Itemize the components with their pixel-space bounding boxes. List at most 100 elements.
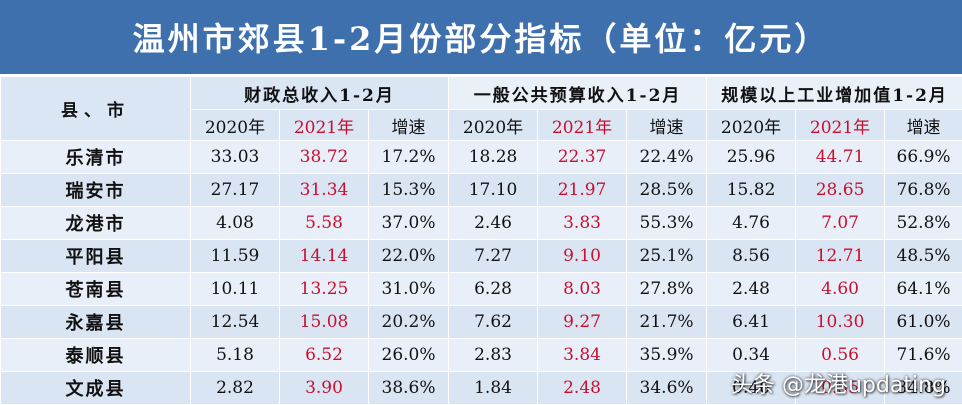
table-cell: 76.8% <box>884 173 962 207</box>
table-cell: 66.9% <box>884 140 962 174</box>
sub-header-2021: 2021年 <box>279 109 369 141</box>
table-cell: 37.0% <box>367 206 450 240</box>
table-cell: 1.84 <box>448 371 539 405</box>
sub-header-2021: 2021年 <box>795 109 886 141</box>
table-cell: 17.10 <box>448 173 539 207</box>
row-name: 文成县 <box>0 371 191 405</box>
table-cell: 22.37 <box>537 140 628 174</box>
sub-header-2020: 2020年 <box>706 109 797 141</box>
row-name: 平阳县 <box>0 239 191 273</box>
table-cell: 35.9% <box>626 338 708 372</box>
table-cell: 18.28 <box>448 140 539 174</box>
watermark-text: 头条 @龙港updating <box>731 373 946 398</box>
table-row: 苍南县 10.11 13.25 31.0% 6.28 8.03 27.8% 2.48 4.60 6… <box>0 272 962 306</box>
table-cell: 2.48 <box>537 371 628 405</box>
table-cell: 2.82 <box>190 371 280 405</box>
sub-header-growth: 增速 <box>884 109 962 141</box>
page-title: 温州市郊县1-2月份部分指标（单位：亿元） <box>0 0 962 74</box>
table-cell: 64.1% <box>884 272 962 306</box>
sub-header-2020: 2020年 <box>448 109 539 141</box>
table-cell: 6.28 <box>448 272 539 306</box>
table-row: 乐清市 33.03 38.72 17.2% 18.28 22.37 22.4% 25.96 44… <box>0 140 962 174</box>
table-cell: 9.27 <box>537 305 628 339</box>
table-cell: 7.27 <box>448 239 539 273</box>
table-cell: 31.0% <box>367 272 450 306</box>
table-cell: 34.8% <box>884 371 962 405</box>
table-cell: 10.30 <box>795 305 886 339</box>
table-cell: 5.18 <box>190 338 280 372</box>
table-cell: 0.34 <box>706 338 797 372</box>
sub-header-2020: 2020年 <box>190 109 280 141</box>
table-cell: 15.08 <box>279 305 369 339</box>
table-cell: 21.7% <box>626 305 708 339</box>
table-row: 瑞安市 27.17 31.34 15.3% 17.10 21.97 28.5% 15.82 28… <box>0 173 962 207</box>
table-cell: 31.34 <box>279 173 369 207</box>
table-cell: 0.56 <box>795 338 886 372</box>
table-cell: 20.2% <box>367 305 450 339</box>
table-cell: 33.03 <box>190 140 280 174</box>
table-cell: 6.41 <box>706 305 797 339</box>
table-cell: 3.84 <box>537 338 628 372</box>
group-header-industrial-value: 规模以上工业增加值1-2月 <box>706 76 962 110</box>
column-header-name: 县、市 <box>0 76 191 141</box>
sub-header-2021: 2021年 <box>537 109 628 141</box>
table-cell: 3.90 <box>279 371 369 405</box>
sub-header-growth: 增速 <box>626 109 708 141</box>
table-cell: 55.3% <box>626 206 708 240</box>
table-cell: 71.6% <box>884 338 962 372</box>
table-cell: 22.0% <box>367 239 450 273</box>
table-cell: 4.76 <box>706 206 797 240</box>
table-cell: 2.46 <box>448 206 539 240</box>
table-cell: 0.46 <box>706 371 797 405</box>
table-cell: 34.6% <box>626 371 708 405</box>
table-cell: 12.71 <box>795 239 886 273</box>
group-header-fiscal-revenue: 财政总收入1-2月 <box>189 76 450 110</box>
table-cell: 4.60 <box>795 272 886 306</box>
table-cell: 17.2% <box>367 140 450 174</box>
table-cell: 0.55 <box>795 371 886 405</box>
row-name: 乐清市 <box>0 140 191 174</box>
table-cell: 27.8% <box>626 272 708 306</box>
table-cell: 48.5% <box>884 239 962 273</box>
table-row: 泰顺县 5.18 6.52 26.0% 2.83 3.84 35.9% 0.34 0.56 71.… <box>0 338 962 372</box>
table-cell: 44.71 <box>795 140 886 174</box>
table-cell: 26.0% <box>367 338 450 372</box>
table-cell: 11.59 <box>190 239 280 273</box>
table-row: 文成县 2.82 3.90 38.6% 1.84 2.48 34.6% 0.46 0.55 34.… <box>0 371 962 405</box>
group-header-budget-revenue: 一般公共预算收入1-2月 <box>448 76 708 110</box>
table-cell: 13.25 <box>279 272 369 306</box>
table-cell: 12.54 <box>190 305 280 339</box>
table-cell: 27.17 <box>190 173 280 207</box>
table-cell: 22.4% <box>626 140 708 174</box>
table-cell: 7.07 <box>795 206 886 240</box>
table-cell: 8.56 <box>706 239 797 273</box>
table-cell: 21.97 <box>537 173 628 207</box>
table-cell: 38.72 <box>279 140 369 174</box>
table-cell: 38.6% <box>367 371 450 405</box>
table-cell: 28.5% <box>626 173 708 207</box>
table-cell: 4.08 <box>190 206 280 240</box>
table-cell: 14.14 <box>279 239 369 273</box>
table-cell: 52.8% <box>884 206 962 240</box>
table-cell: 15.82 <box>706 173 797 207</box>
row-name: 泰顺县 <box>0 338 191 372</box>
table-row: 龙港市 4.08 5.58 37.0% 2.46 3.83 55.3% 4.76 7.07 52.… <box>0 206 962 240</box>
table-cell: 9.10 <box>537 239 628 273</box>
row-name: 瑞安市 <box>0 173 191 207</box>
table-cell: 10.11 <box>190 272 280 306</box>
table-row: 永嘉县 12.54 15.08 20.2% 7.62 9.27 21.7% 6.41 10.30… <box>0 305 962 339</box>
row-name: 永嘉县 <box>0 305 191 339</box>
table-cell: 25.96 <box>706 140 797 174</box>
table-cell: 7.62 <box>448 305 539 339</box>
table-row: 平阳县 11.59 14.14 22.0% 7.27 9.10 25.1% 8.56 12.71… <box>0 239 962 273</box>
table-cell: 2.48 <box>706 272 797 306</box>
table-cell: 15.3% <box>367 173 450 207</box>
table-cell: 8.03 <box>537 272 628 306</box>
indicator-table: 县、市 财政总收入1-2月 一般公共预算收入1-2月 规模以上工业增加值1-2月… <box>0 76 962 405</box>
table-cell: 3.83 <box>537 206 628 240</box>
table-cell: 2.83 <box>448 338 539 372</box>
watermark: 头条 @龙港updating <box>731 367 946 399</box>
table-cell: 6.52 <box>279 338 369 372</box>
sub-header-growth: 增速 <box>367 109 450 141</box>
table-cell: 25.1% <box>626 239 708 273</box>
